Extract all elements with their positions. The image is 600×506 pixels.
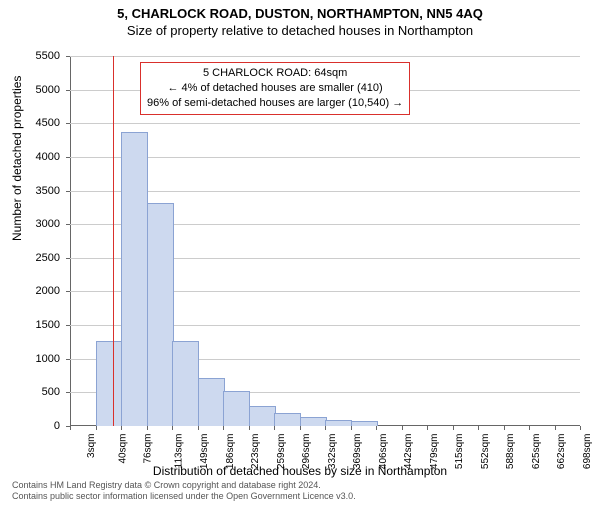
chart-title: 5, CHARLOCK ROAD, DUSTON, NORTHAMPTON, N… bbox=[0, 6, 600, 21]
xtick-label: 40sqm bbox=[117, 434, 128, 464]
xtick-label: 76sqm bbox=[143, 434, 154, 464]
xtick-mark bbox=[376, 426, 377, 430]
histogram-bar bbox=[249, 406, 276, 426]
histogram-bar bbox=[223, 391, 250, 426]
ytick-label: 4000 bbox=[0, 151, 60, 163]
ytick-label: 3500 bbox=[0, 185, 60, 197]
annotation-line-3: 96% of semi-detached houses are larger (… bbox=[147, 96, 403, 111]
ytick-label: 2500 bbox=[0, 252, 60, 264]
xtick-mark bbox=[351, 426, 352, 430]
footnote-line-2: Contains public sector information licen… bbox=[12, 491, 356, 502]
xtick-mark bbox=[70, 426, 71, 430]
histogram-bar bbox=[147, 203, 174, 426]
ytick-label: 0 bbox=[0, 420, 60, 432]
xtick-mark bbox=[453, 426, 454, 430]
plot-region: 5 CHARLOCK ROAD: 64sqm ← 4% of detached … bbox=[70, 56, 580, 426]
ytick-label: 500 bbox=[0, 386, 60, 398]
ytick-label: 3000 bbox=[0, 218, 60, 230]
chart-subtitle: Size of property relative to detached ho… bbox=[0, 23, 600, 38]
chart-container: 5, CHARLOCK ROAD, DUSTON, NORTHAMPTON, N… bbox=[0, 6, 600, 506]
footnote-line-1: Contains HM Land Registry data © Crown c… bbox=[12, 480, 356, 491]
ytick-mark bbox=[66, 258, 70, 259]
xtick-mark bbox=[223, 426, 224, 430]
xtick-mark bbox=[325, 426, 326, 430]
ytick-mark bbox=[66, 224, 70, 225]
ytick-mark bbox=[66, 291, 70, 292]
ytick-label: 2000 bbox=[0, 285, 60, 297]
ytick-mark bbox=[66, 56, 70, 57]
ytick-label: 4500 bbox=[0, 117, 60, 129]
histogram-bar bbox=[96, 341, 123, 426]
xtick-label: 3sqm bbox=[86, 434, 97, 458]
xtick-mark bbox=[478, 426, 479, 430]
gridline bbox=[70, 56, 580, 57]
ytick-mark bbox=[66, 123, 70, 124]
histogram-bar bbox=[198, 378, 225, 426]
ytick-label: 1000 bbox=[0, 353, 60, 365]
ytick-mark bbox=[66, 392, 70, 393]
xtick-mark bbox=[172, 426, 173, 430]
reference-line bbox=[113, 56, 114, 426]
ytick-mark bbox=[66, 191, 70, 192]
histogram-bar bbox=[172, 341, 199, 426]
annotation-line-1: 5 CHARLOCK ROAD: 64sqm bbox=[147, 66, 403, 81]
ytick-label: 5500 bbox=[0, 50, 60, 62]
xtick-mark bbox=[529, 426, 530, 430]
xtick-mark bbox=[198, 426, 199, 430]
annotation-box: 5 CHARLOCK ROAD: 64sqm ← 4% of detached … bbox=[140, 62, 410, 115]
annotation-line-2: ← 4% of detached houses are smaller (410… bbox=[147, 81, 403, 96]
xtick-mark bbox=[300, 426, 301, 430]
xtick-mark bbox=[147, 426, 148, 430]
y-axis-line bbox=[70, 56, 71, 426]
ytick-label: 1500 bbox=[0, 319, 60, 331]
xtick-mark bbox=[555, 426, 556, 430]
ytick-mark bbox=[66, 359, 70, 360]
histogram-bar bbox=[325, 420, 352, 426]
xtick-mark bbox=[96, 426, 97, 430]
xtick-mark bbox=[402, 426, 403, 430]
histogram-bar bbox=[300, 417, 327, 426]
x-axis-label: Distribution of detached houses by size … bbox=[0, 464, 600, 478]
xtick-mark bbox=[427, 426, 428, 430]
xtick-mark bbox=[274, 426, 275, 430]
histogram-bar bbox=[351, 421, 378, 426]
xtick-mark bbox=[249, 426, 250, 430]
xtick-mark bbox=[504, 426, 505, 430]
ytick-mark bbox=[66, 90, 70, 91]
ytick-mark bbox=[66, 157, 70, 158]
gridline bbox=[70, 123, 580, 124]
histogram-bar bbox=[274, 413, 301, 426]
ytick-label: 5000 bbox=[0, 84, 60, 96]
ytick-mark bbox=[66, 325, 70, 326]
footnote: Contains HM Land Registry data © Crown c… bbox=[12, 480, 356, 502]
histogram-bar bbox=[121, 132, 148, 426]
xtick-mark bbox=[580, 426, 581, 430]
xtick-mark bbox=[121, 426, 122, 430]
